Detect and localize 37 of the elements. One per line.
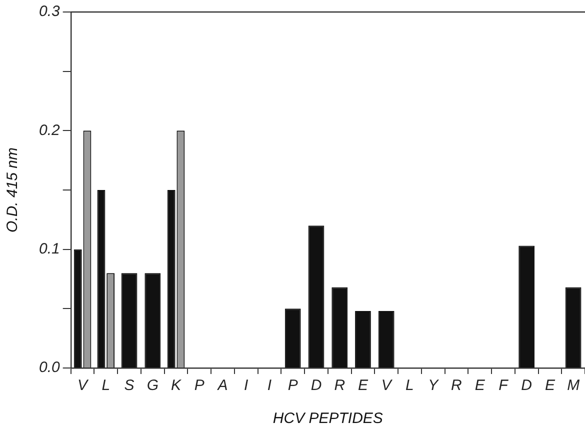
x-tick-label: D (310, 377, 322, 394)
x-tick-label: P (194, 377, 204, 394)
x-tick-label: M (567, 377, 580, 394)
x-tick-label: K (171, 377, 182, 394)
x-tick-label: P (288, 377, 298, 394)
x-tick-label: I (267, 377, 272, 394)
x-tick-label: S (124, 377, 134, 394)
x-tick-label: E (358, 377, 369, 394)
x-tick-label: L (406, 377, 414, 394)
y-tick-label: 0.2 (38, 122, 60, 139)
bar (121, 273, 138, 368)
x-tick-label: L (102, 377, 110, 394)
x-tick-label: G (146, 377, 159, 394)
bar (308, 226, 324, 368)
x-tick-label: I (244, 377, 248, 394)
x-tick-label: V (381, 377, 394, 394)
y-tick-label: 0.0 (38, 359, 60, 376)
y-axis-title: O.D. 415 nm (4, 147, 22, 233)
bar (144, 273, 161, 368)
x-tick-label: F (498, 377, 509, 394)
x-tick-label: D (521, 377, 532, 394)
x-tick-label: Y (428, 377, 440, 394)
bar (355, 311, 371, 368)
x-tick-label: V (78, 377, 90, 394)
bar (378, 311, 394, 368)
bar (518, 246, 535, 368)
x-tick-label: R (334, 377, 346, 394)
bar (284, 308, 301, 368)
x-axis-title: HCV PEPTIDES (272, 410, 383, 428)
y-tick-label: 0.3 (38, 3, 60, 20)
bar (565, 287, 582, 368)
x-tick-label: A (216, 377, 228, 394)
x-tick-label: E (544, 377, 556, 394)
y-tick-label: 0.1 (38, 240, 60, 258)
x-tick-label: E (474, 377, 486, 394)
x-tick-label: R (451, 377, 462, 394)
bar (332, 287, 348, 368)
